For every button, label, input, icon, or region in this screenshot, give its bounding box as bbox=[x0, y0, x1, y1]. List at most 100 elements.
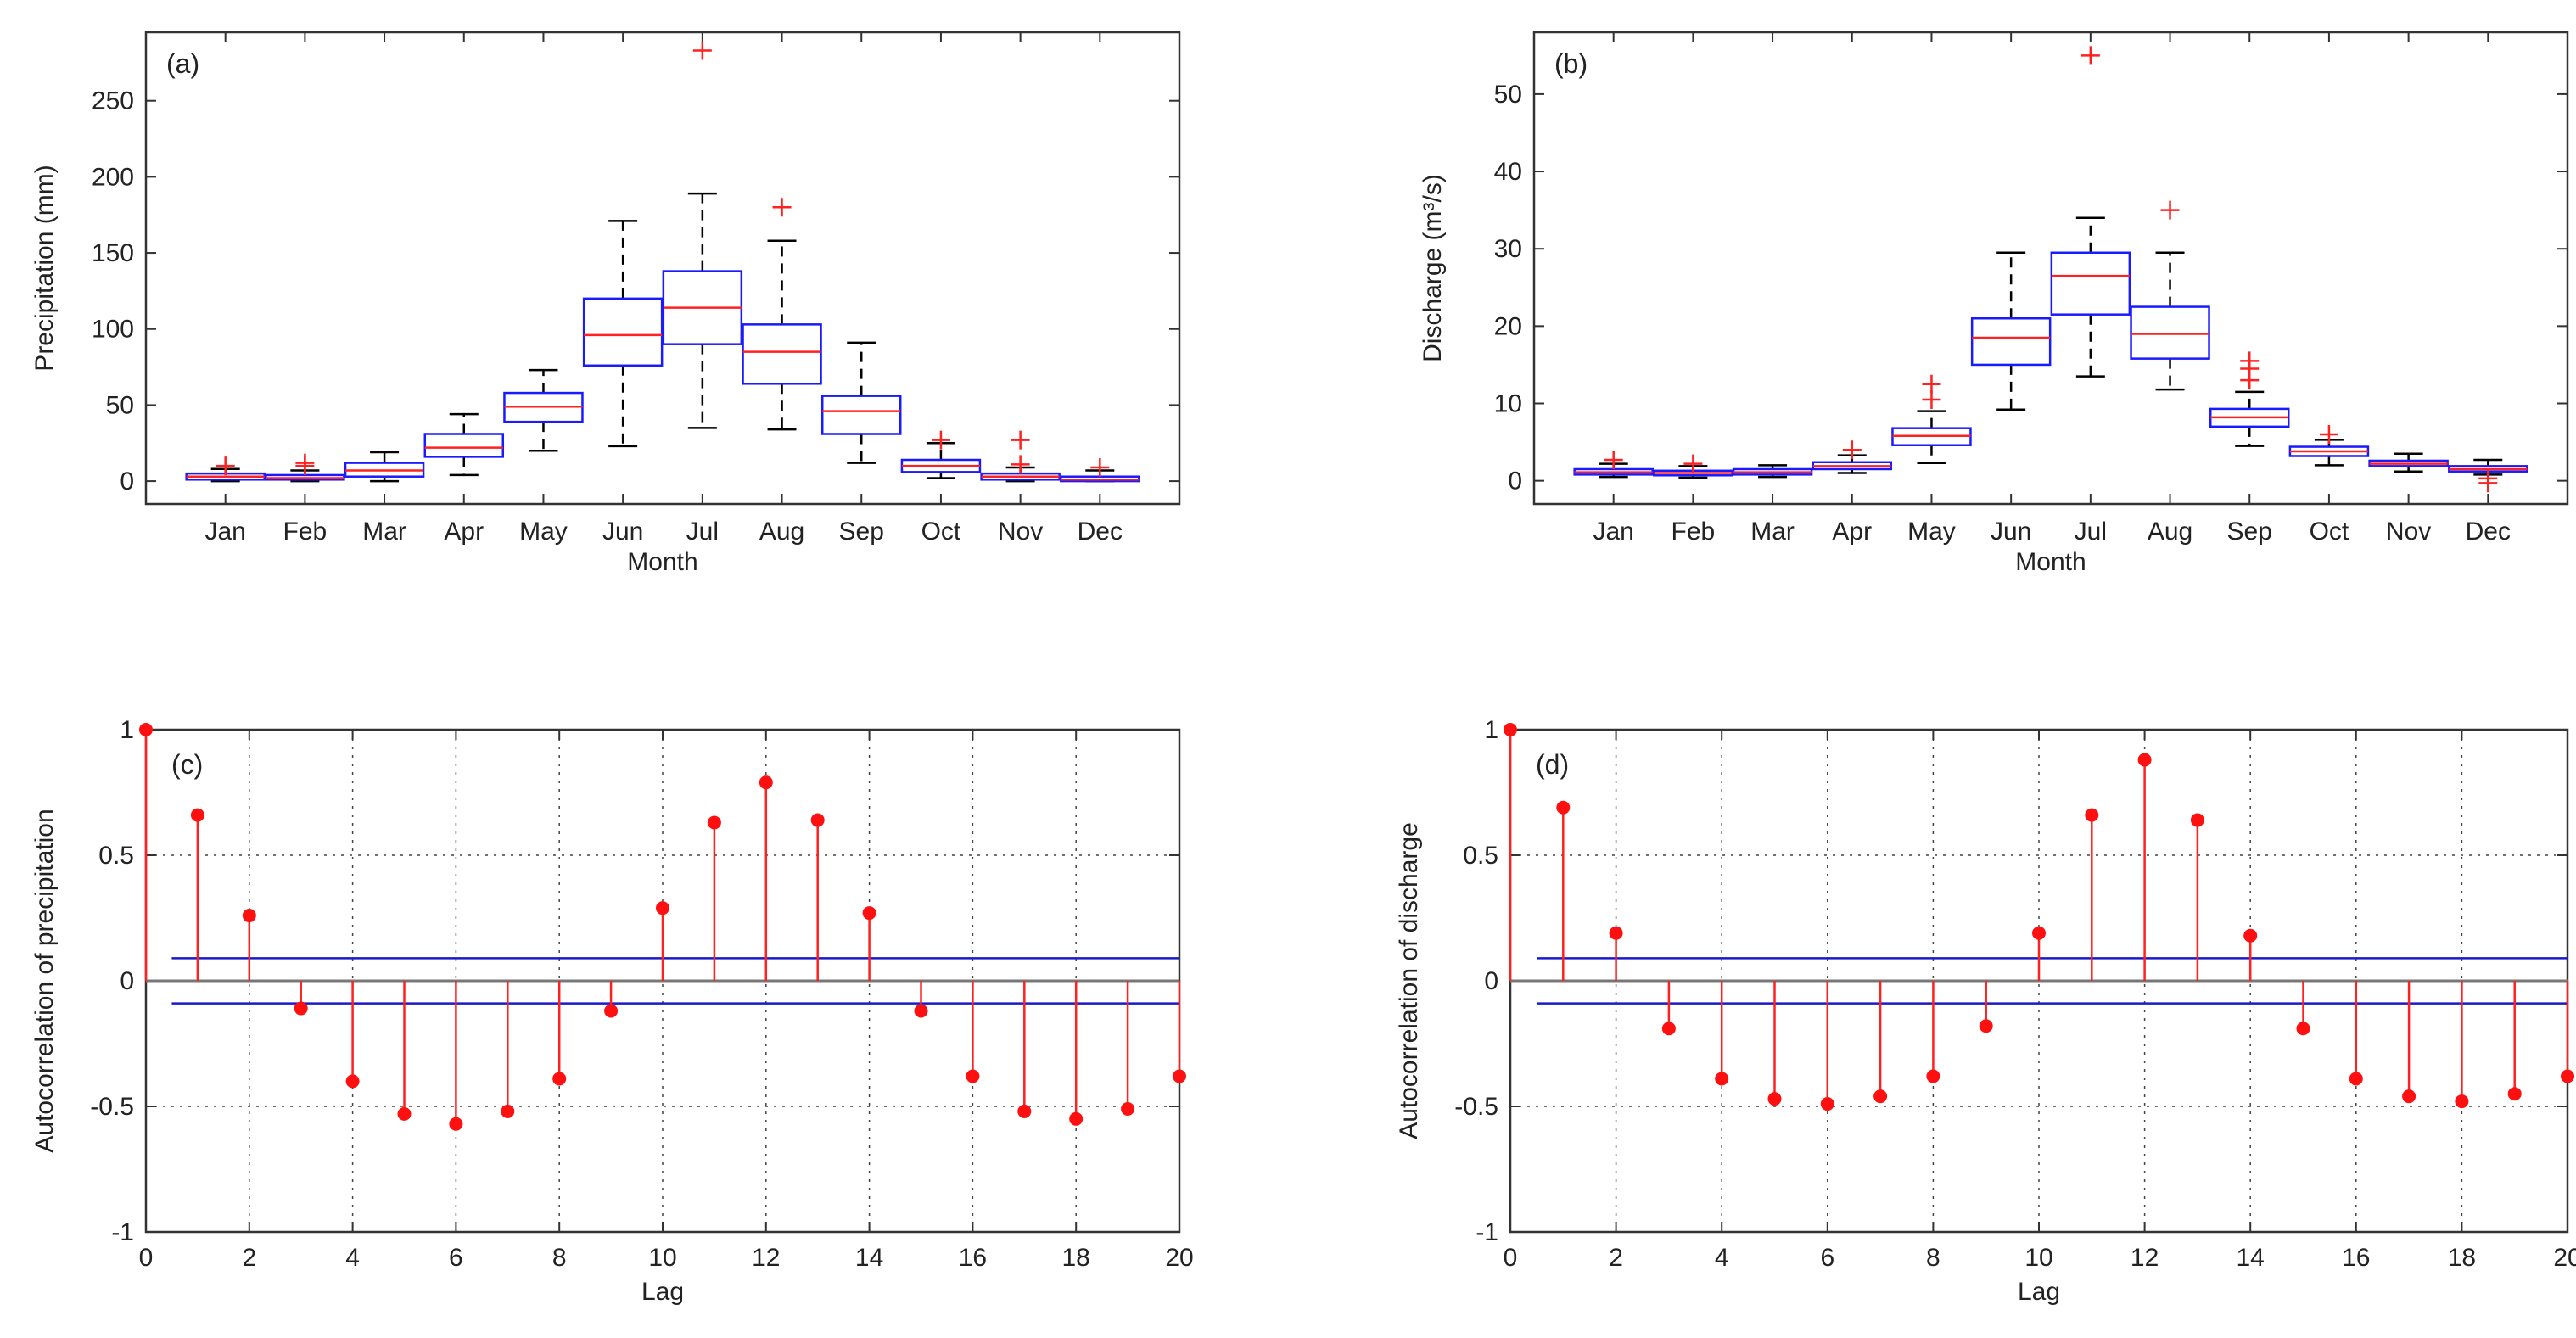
outlier-marker bbox=[1922, 374, 1941, 394]
outlier-marker bbox=[2160, 200, 2180, 220]
x-tick-label: Jan bbox=[1593, 518, 1634, 546]
y-tick-label: 50 bbox=[106, 391, 134, 419]
stem-marker bbox=[1121, 1101, 1135, 1116]
outlier-marker bbox=[216, 456, 235, 476]
y-tick-label: 200 bbox=[92, 163, 134, 191]
y-axis-label: Discharge (m³/s) bbox=[1419, 174, 1447, 362]
x-tick-label: Nov bbox=[998, 518, 1043, 546]
stem-marker bbox=[2137, 753, 2152, 767]
x-tick-label: Dec bbox=[2466, 518, 2511, 546]
x-tick-label: Mar bbox=[1750, 518, 1795, 546]
panel-label: (c) bbox=[171, 749, 203, 780]
y-tick-label: 10 bbox=[1494, 390, 1522, 418]
x-tick-label: Dec bbox=[1078, 518, 1123, 546]
stem-marker bbox=[294, 1001, 308, 1016]
outlier-marker bbox=[772, 198, 792, 217]
x-tick-label: Jun bbox=[1991, 518, 2031, 546]
y-tick-label: 1 bbox=[1484, 716, 1498, 744]
stem-marker bbox=[1017, 1104, 1032, 1118]
stem-marker bbox=[1173, 1069, 1186, 1083]
x-tick-label: May bbox=[519, 518, 568, 546]
outlier-marker bbox=[2240, 351, 2260, 371]
outlier-marker bbox=[1842, 440, 1862, 460]
y-tick-label: 0.5 bbox=[98, 842, 134, 870]
stem-marker bbox=[1715, 1072, 1729, 1086]
outlier-marker bbox=[295, 453, 315, 473]
x-tick-label: Nov bbox=[2386, 518, 2431, 546]
x-tick-label: 12 bbox=[752, 1244, 780, 1272]
stem-marker bbox=[1820, 1097, 1834, 1111]
stem-marker bbox=[2402, 1089, 2416, 1104]
stem-marker bbox=[656, 901, 669, 915]
outlier-marker bbox=[692, 41, 712, 60]
x-tick-label: 4 bbox=[1715, 1244, 1729, 1272]
y-tick-label: 0 bbox=[1484, 967, 1498, 995]
panel-a-precipitation-boxplot: 0 50 100 150 200 250 Jan Feb Mar Apr May Jun Jul Aug S… bbox=[31, 31, 1181, 576]
y-axis-label: Precipitation (mm) bbox=[31, 165, 59, 371]
outlier-marker bbox=[1683, 454, 1703, 473]
stem-marker bbox=[397, 1106, 412, 1121]
panel-c-precipitation-autocorrelation: 0 2 4 6 8 10 12 14 16 18 20 -1 -0.5 0 0.5 1 (c) Lag Autoco… bbox=[31, 716, 1194, 1306]
stem-marker bbox=[810, 813, 825, 827]
y-tick-label: -0.5 bbox=[1454, 1093, 1498, 1121]
stem-marker bbox=[501, 1104, 515, 1118]
stem-marker bbox=[139, 723, 153, 736]
stem-marker bbox=[190, 808, 204, 822]
stem-marker bbox=[345, 1074, 360, 1089]
outlier-marker bbox=[1011, 455, 1030, 474]
x-tick-label: 0 bbox=[139, 1244, 154, 1272]
outlier-marker bbox=[2319, 424, 2338, 444]
stem-marker bbox=[242, 909, 256, 923]
panel-label: (a) bbox=[166, 48, 199, 79]
plot-frame bbox=[144, 31, 1181, 506]
stem-marker bbox=[1609, 926, 1623, 940]
stem-marker bbox=[862, 906, 876, 921]
y-tick-label: 100 bbox=[92, 316, 134, 344]
y-tick-label: 0 bbox=[120, 467, 134, 495]
x-tick-label: 20 bbox=[1165, 1244, 1193, 1272]
stem-marker bbox=[1661, 1022, 1676, 1036]
stem-marker bbox=[2032, 926, 2046, 940]
stem-marker bbox=[1069, 1111, 1084, 1126]
stem-marker bbox=[1926, 1069, 1940, 1083]
x-tick-label: 10 bbox=[2024, 1244, 2052, 1272]
stem-marker bbox=[2243, 928, 2258, 943]
x-tick-label: Oct bbox=[2310, 518, 2349, 546]
y-tick-label: 0 bbox=[1508, 467, 1522, 495]
box-iqr bbox=[423, 433, 505, 458]
x-tick-label: 20 bbox=[2553, 1244, 2576, 1272]
x-tick-label: Sep bbox=[2227, 518, 2272, 546]
y-tick-label: 150 bbox=[92, 239, 134, 267]
outlier-marker bbox=[1604, 451, 1623, 470]
x-tick-label: Feb bbox=[1672, 518, 1716, 546]
x-tick-label: Sep bbox=[839, 518, 884, 546]
box-iqr bbox=[582, 297, 664, 367]
panel-b-discharge-boxplot: 0 10 20 30 40 50 Jan Feb Mar Apr May Jun Jul Aug Sep Oc… bbox=[1419, 31, 2569, 576]
outlier-marker bbox=[931, 430, 950, 450]
x-tick-label: 8 bbox=[1926, 1244, 1940, 1272]
outlier-marker bbox=[1090, 457, 1110, 477]
x-tick-label: Aug bbox=[2148, 518, 2192, 546]
panel-label: (d) bbox=[1536, 749, 1569, 780]
stem-marker bbox=[2507, 1087, 2522, 1101]
x-tick-label: 8 bbox=[552, 1244, 567, 1272]
stem-marker bbox=[1556, 800, 1571, 815]
x-tick-label: 18 bbox=[2448, 1244, 2476, 1272]
y-tick-label: 1 bbox=[120, 716, 134, 744]
y-tick-label: 0 bbox=[120, 967, 134, 995]
stem-marker bbox=[2455, 1094, 2469, 1109]
x-tick-label: Aug bbox=[759, 518, 804, 546]
y-tick-label: 40 bbox=[1494, 158, 1522, 186]
box-iqr bbox=[1970, 316, 2052, 367]
x-tick-label: 14 bbox=[2237, 1244, 2265, 1272]
x-tick-label: Apr bbox=[1832, 518, 1872, 546]
y-tick-label: -1 bbox=[1476, 1218, 1498, 1246]
stem-marker bbox=[552, 1072, 567, 1086]
outlier-marker bbox=[2080, 46, 2100, 65]
x-tick-label: 12 bbox=[2131, 1244, 2159, 1272]
x-axis-label: Month bbox=[627, 548, 697, 576]
stem-marker bbox=[1767, 1092, 1782, 1106]
x-tick-label: 0 bbox=[1504, 1244, 1518, 1272]
y-tick-label: -1 bbox=[111, 1218, 134, 1246]
x-tick-label: Jun bbox=[602, 518, 643, 546]
